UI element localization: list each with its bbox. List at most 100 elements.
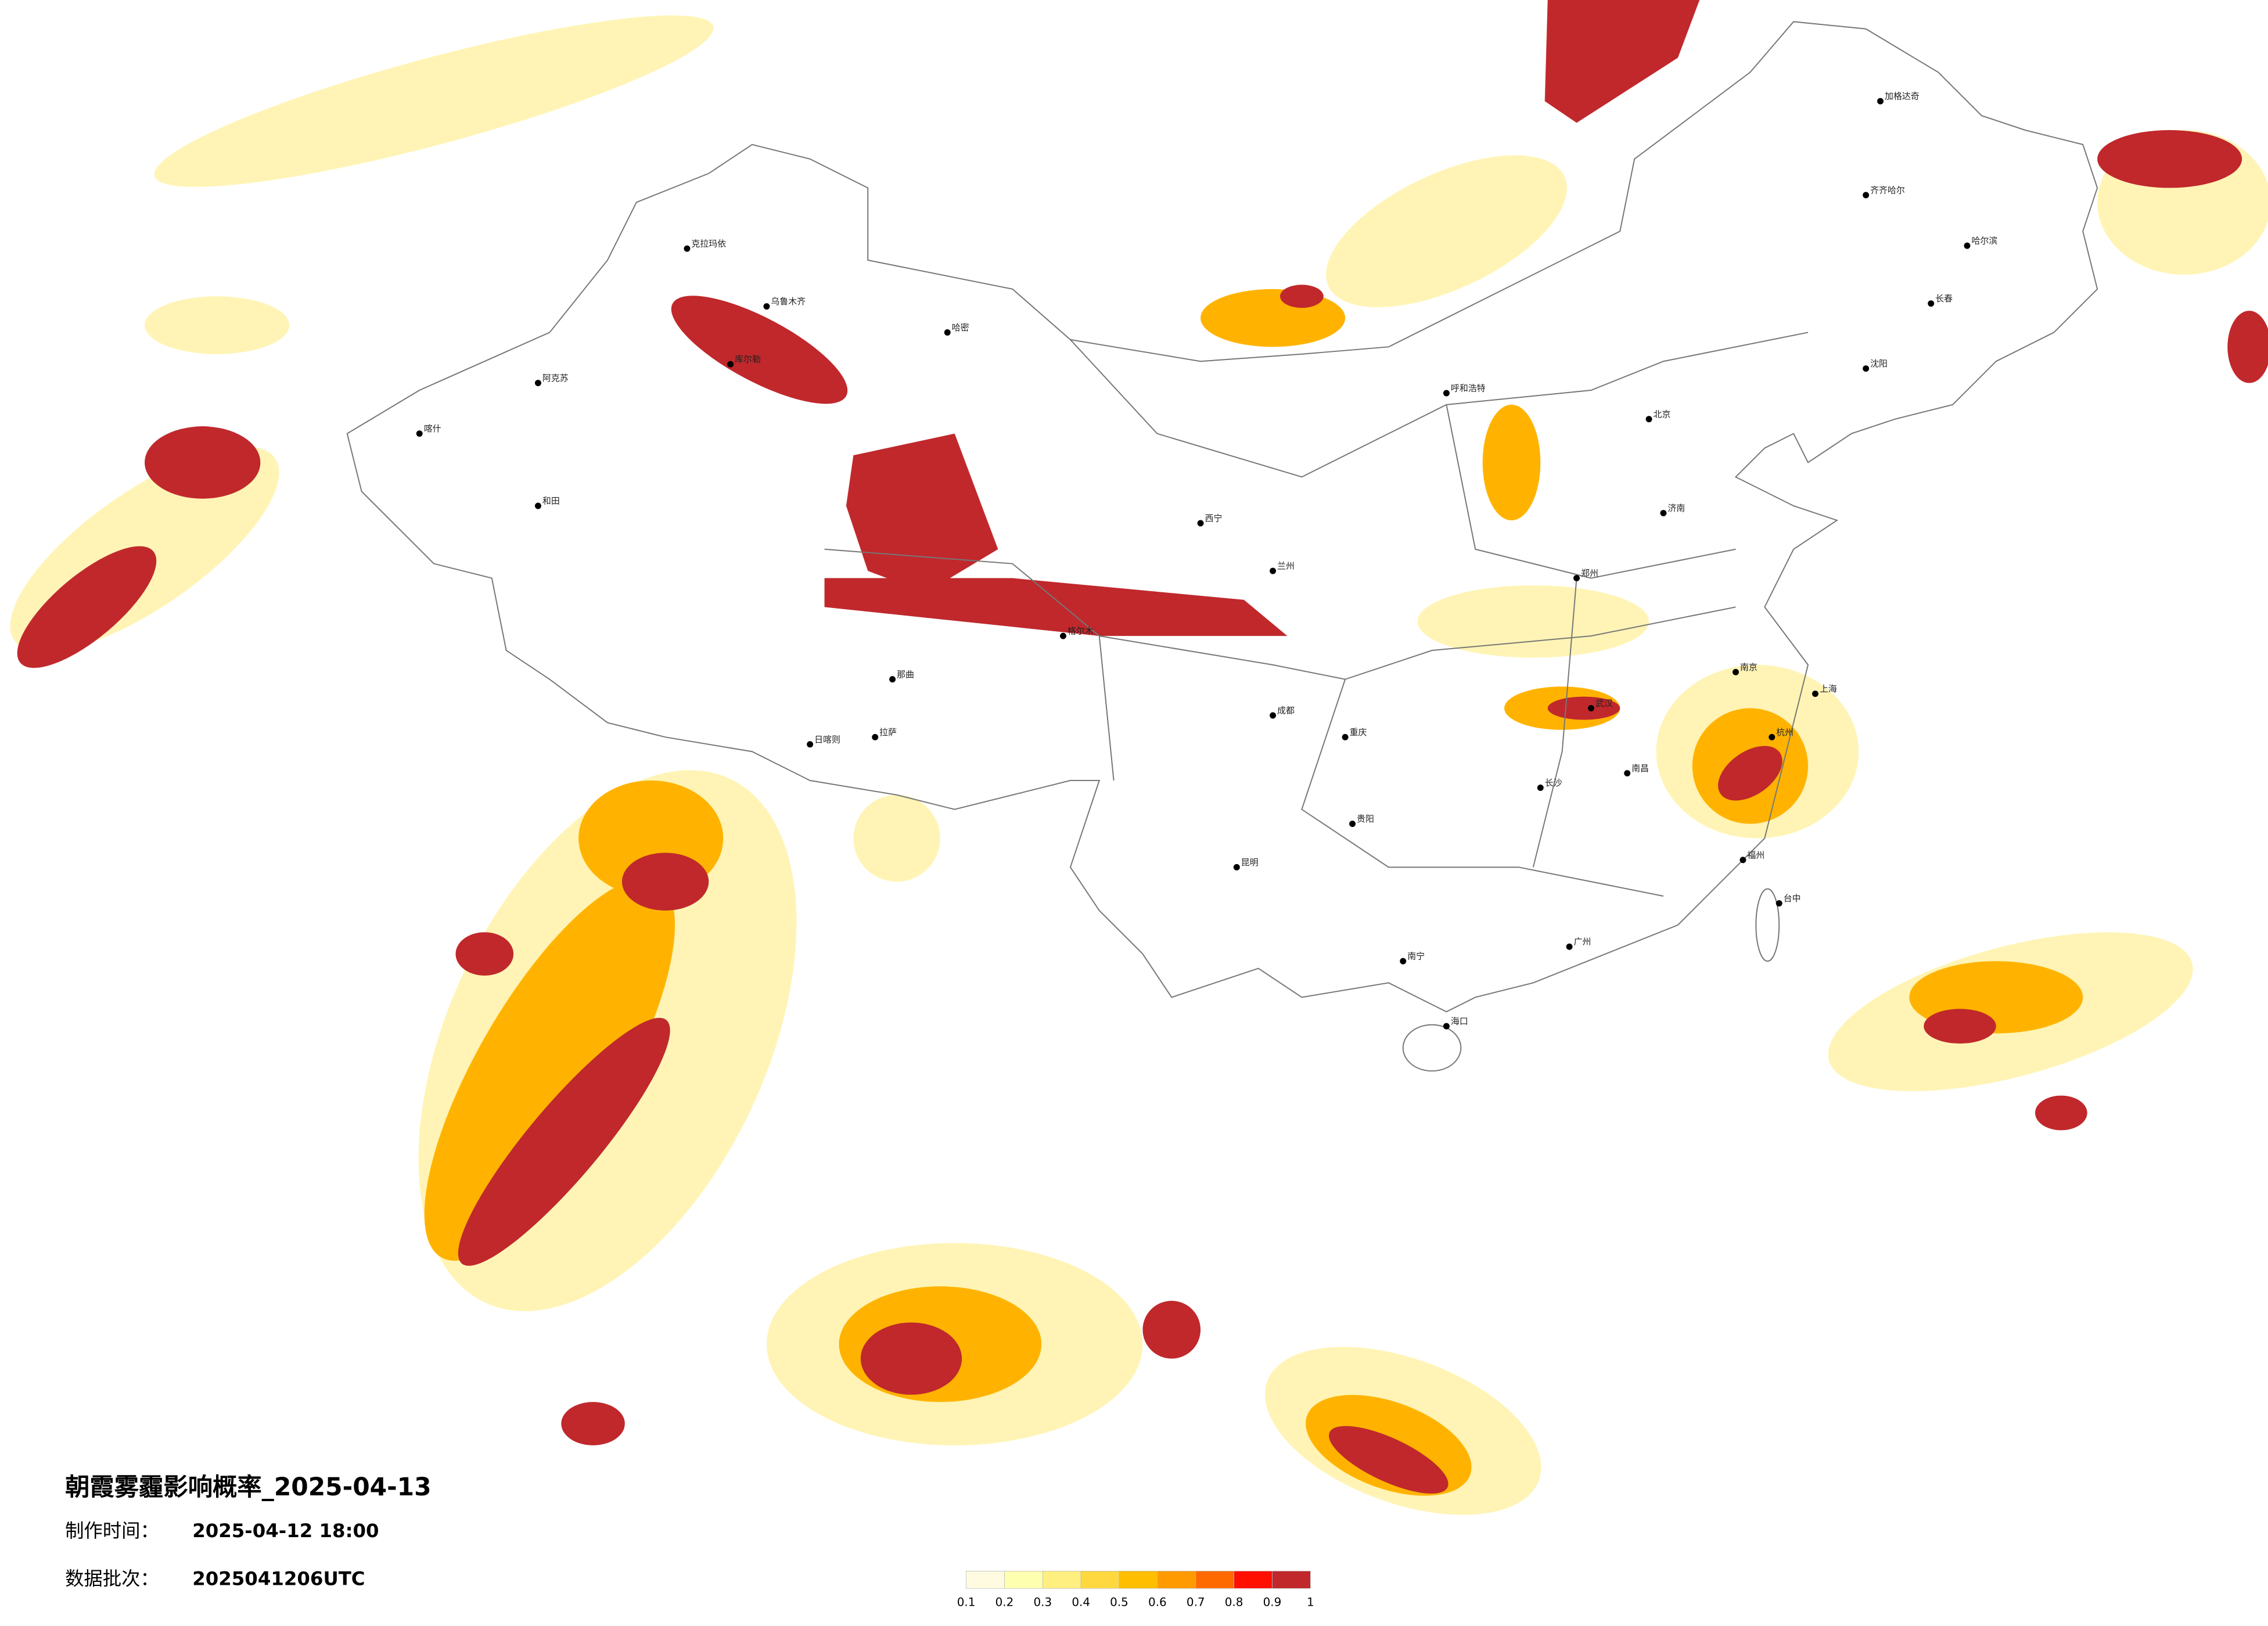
city-dot xyxy=(1197,520,1204,527)
city-dot xyxy=(534,380,541,387)
legend-tick: 0.6 xyxy=(1148,1596,1167,1609)
city-dot xyxy=(1964,242,1971,249)
legend-tick: 0.3 xyxy=(1033,1596,1052,1609)
city-dot xyxy=(1537,784,1544,791)
city-dot xyxy=(727,361,734,368)
city-label: 昆明 xyxy=(1241,857,1259,868)
city-label: 格尔木 xyxy=(1067,626,1094,636)
city-dot xyxy=(1812,690,1818,697)
city-dot xyxy=(1443,390,1450,397)
city-dot xyxy=(1733,668,1739,675)
made-time-label: 制作时间： xyxy=(65,1520,159,1542)
city-dot xyxy=(1566,943,1573,950)
city-dot xyxy=(1863,192,1870,199)
city-label: 重庆 xyxy=(1350,727,1367,738)
legend-swatch xyxy=(1272,1571,1311,1589)
city-label: 海口 xyxy=(1451,1016,1468,1027)
batch-label: 数据批次： xyxy=(65,1567,159,1589)
legend-tick: 0.7 xyxy=(1187,1596,1205,1609)
legend-swatch xyxy=(1080,1571,1120,1589)
city-label: 郑州 xyxy=(1581,568,1598,578)
city-label: 沈阳 xyxy=(1870,358,1888,369)
legend-tick: 0.2 xyxy=(995,1596,1014,1609)
legend-tick: 0.8 xyxy=(1225,1596,1243,1609)
legend-swatch xyxy=(1157,1571,1196,1589)
city-label: 呼和浩特 xyxy=(1451,383,1486,394)
city-dot xyxy=(1769,733,1775,740)
city-label: 和田 xyxy=(542,496,560,506)
city-label: 南昌 xyxy=(1631,763,1649,774)
city-label: 台中 xyxy=(1784,893,1801,904)
city-label: 成都 xyxy=(1277,706,1295,716)
city-label: 拉萨 xyxy=(879,727,897,738)
legend-tick: 1 xyxy=(1307,1596,1314,1609)
city-label: 库尔勒 xyxy=(735,354,761,365)
city-label: 乌鲁木齐 xyxy=(771,296,806,307)
city-dot xyxy=(807,741,814,748)
map-title: 朝霞雾霾影响概率_2025-04-13 xyxy=(65,1473,432,1501)
city-label: 长沙 xyxy=(1545,778,1562,788)
city-dot xyxy=(1400,958,1407,965)
city-dot xyxy=(1270,712,1277,719)
city-dot xyxy=(1349,821,1356,828)
city-dot xyxy=(416,430,423,437)
city-dot xyxy=(1233,864,1240,870)
city-label: 兰州 xyxy=(1277,561,1295,571)
city-dot xyxy=(1342,733,1349,740)
city-dot xyxy=(1877,98,1884,105)
legend-tick: 0.9 xyxy=(1263,1596,1282,1609)
city-label: 南京 xyxy=(1740,662,1757,672)
city-label: 那曲 xyxy=(897,669,914,679)
legend-swatch xyxy=(1004,1571,1043,1589)
city-dot xyxy=(944,329,951,336)
city-label: 上海 xyxy=(1820,684,1837,694)
legend-swatch xyxy=(1195,1571,1234,1589)
city-dot xyxy=(1573,575,1580,582)
city-label: 克拉玛依 xyxy=(691,239,726,249)
city-dot xyxy=(1660,510,1667,517)
legend-tick: 0.4 xyxy=(1072,1596,1090,1609)
legend-tick: 0.5 xyxy=(1110,1596,1128,1609)
city-label: 长春 xyxy=(1935,293,1953,304)
city-dot xyxy=(1739,857,1746,864)
legend-swatch xyxy=(1042,1571,1081,1589)
city-dot xyxy=(684,245,691,252)
city-dot xyxy=(534,502,541,509)
city-dot xyxy=(1443,1023,1450,1030)
legend-tick: 0.1 xyxy=(957,1596,976,1609)
legend-swatch xyxy=(1234,1571,1273,1589)
city-label: 喀什 xyxy=(424,423,441,434)
city-label: 南宁 xyxy=(1407,951,1425,962)
haze-layer xyxy=(10,0,2268,1515)
city-dot xyxy=(1624,770,1631,777)
city-dot xyxy=(1059,632,1066,639)
city-label: 加格达奇 xyxy=(1885,91,1920,102)
city-label: 杭州 xyxy=(1776,727,1793,738)
city-dot xyxy=(1928,300,1935,307)
city-dot xyxy=(1270,567,1277,574)
city-dot xyxy=(1863,365,1870,372)
batch-value: 2025041206UTC xyxy=(192,1567,365,1589)
city-dot xyxy=(1587,705,1594,712)
city-label: 济南 xyxy=(1667,503,1685,513)
legend-swatch xyxy=(1119,1571,1158,1589)
city-label: 阿克苏 xyxy=(542,373,569,383)
city-label: 哈尔滨 xyxy=(1971,236,1997,246)
city-label: 贵阳 xyxy=(1357,814,1374,824)
city-label: 哈密 xyxy=(952,322,969,333)
city-label: 福州 xyxy=(1747,850,1764,860)
city-label: 齐齐哈尔 xyxy=(1870,185,1905,196)
city-dot xyxy=(872,733,879,740)
city-dot xyxy=(763,303,770,310)
city-label: 日喀则 xyxy=(814,734,840,744)
made-time-value: 2025-04-12 18:00 xyxy=(192,1520,379,1542)
boundaries xyxy=(346,21,2098,1072)
legend: 0.1 0.2 0.3 0.4 0.5 0.6 0.7 0.8 0.9 1 xyxy=(957,1571,1314,1609)
city-dot xyxy=(889,676,896,683)
city-label: 北京 xyxy=(1654,409,1671,419)
city-label: 广州 xyxy=(1574,937,1591,947)
city-dot xyxy=(1645,416,1652,423)
